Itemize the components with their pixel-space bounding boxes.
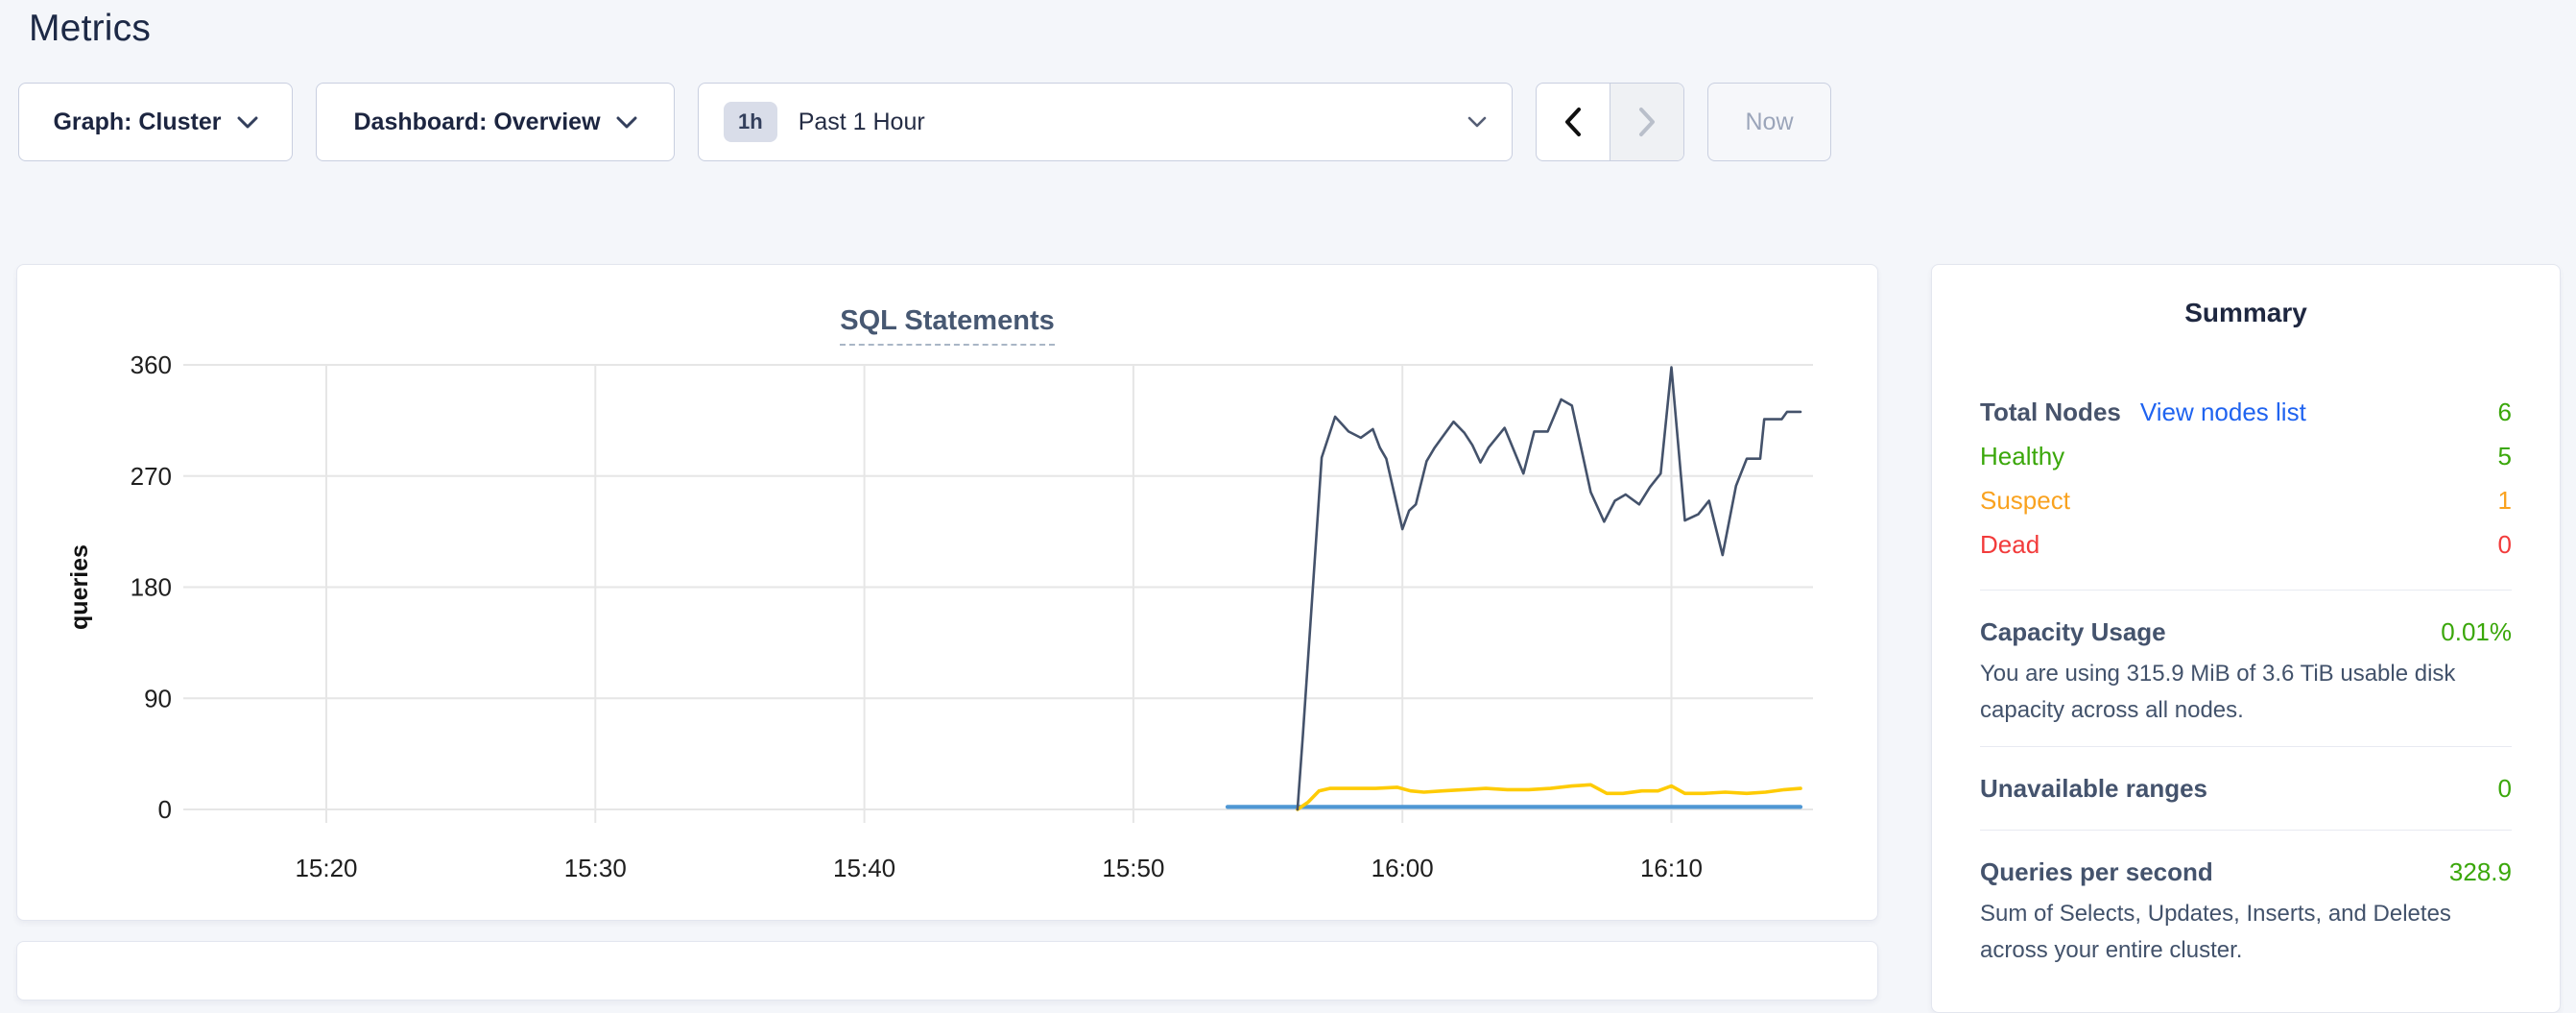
capacity-usage-value: 0.01% [2441, 617, 2512, 646]
sql-statements-card: SQL Statements 0 90 180 270 360 15:20 15:30 15:… [16, 264, 1878, 921]
chevron-left-icon [1565, 108, 1581, 136]
capacity-usage-row: Capacity Usage 0.01% [1980, 610, 2512, 654]
capacity-usage-label: Capacity Usage [1980, 617, 2166, 646]
healthy-nodes-row: Healthy 5 [1980, 434, 2512, 478]
svg-text:15:50: 15:50 [1102, 854, 1164, 882]
svg-text:180: 180 [131, 573, 172, 602]
summary-title: Summary [2184, 298, 2307, 327]
graph-selector-label: Graph: Cluster [53, 108, 222, 135]
capacity-usage-description: You are using 315.9 MiB of 3.6 TiB usabl… [1980, 661, 2456, 723]
svg-text:15:30: 15:30 [564, 854, 627, 882]
svg-text:0: 0 [158, 795, 172, 824]
svg-text:15:40: 15:40 [833, 854, 895, 882]
chevron-down-icon [1467, 116, 1487, 128]
chevron-down-icon [616, 116, 637, 128]
healthy-label: Healthy [1980, 442, 2065, 470]
suspect-value: 1 [2497, 486, 2512, 515]
svg-text:queries: queries [66, 544, 93, 630]
dashboard-selector-dropdown[interactable]: Dashboard: Overview [316, 83, 675, 161]
time-window-badge: 1h [724, 102, 777, 142]
chart-title[interactable]: SQL Statements [840, 305, 1055, 346]
time-step-forward-button[interactable] [1610, 84, 1683, 160]
time-range-selector[interactable]: 1h Past 1 Hour [698, 83, 1513, 161]
next-graph-card [16, 941, 1878, 1001]
sql-statements-chart[interactable]: 0 90 180 270 360 15:20 15:30 15:40 15:50 16:00 16:… [17, 265, 1877, 920]
healthy-value: 5 [2497, 442, 2512, 470]
suspect-label: Suspect [1980, 486, 2070, 515]
divider [1980, 590, 2512, 591]
total-nodes-value: 6 [2497, 398, 2512, 426]
chevron-down-icon [237, 116, 258, 128]
time-step-buttons [1536, 83, 1684, 161]
queries-per-second-label: Queries per second [1980, 857, 2213, 886]
suspect-nodes-row: Suspect 1 [1980, 478, 2512, 522]
queries-per-second-description: Sum of Selects, Updates, Inserts, and De… [1980, 901, 2451, 963]
queries-per-second-value: 328.9 [2448, 857, 2512, 886]
total-nodes-label: Total Nodes [1980, 398, 2121, 426]
dead-label: Dead [1980, 530, 2040, 559]
svg-text:15:20: 15:20 [295, 854, 357, 882]
dead-value: 0 [2497, 530, 2512, 559]
metrics-toolbar: Graph: Cluster Dashboard: Overview 1h Pa… [18, 83, 1831, 161]
unavailable-ranges-label: Unavailable ranges [1980, 774, 2207, 803]
dashboard-selector-label: Dashboard: Overview [353, 108, 601, 135]
page-title: Metrics [29, 8, 152, 49]
svg-text:270: 270 [131, 462, 172, 491]
divider [1980, 746, 2512, 747]
now-button[interactable]: Now [1707, 83, 1831, 161]
summary-panel: Summary Total Nodes View nodes list 6 He… [1931, 264, 2561, 1013]
dead-nodes-row: Dead 0 [1980, 522, 2512, 567]
svg-text:90: 90 [144, 684, 172, 712]
chevron-right-icon [1639, 108, 1655, 136]
time-window-label: Past 1 Hour [798, 108, 925, 135]
queries-per-second-row: Queries per second 328.9 [1980, 850, 2512, 894]
svg-text:360: 360 [131, 350, 172, 379]
unavailable-ranges-row: Unavailable ranges 0 [1980, 766, 2512, 810]
total-nodes-row: Total Nodes View nodes list 6 [1980, 390, 2512, 434]
divider [1980, 830, 2512, 831]
graph-selector-dropdown[interactable]: Graph: Cluster [18, 83, 293, 161]
svg-text:16:00: 16:00 [1371, 854, 1434, 882]
view-nodes-list-link[interactable]: View nodes list [2139, 398, 2306, 426]
time-step-back-button[interactable] [1537, 84, 1610, 160]
unavailable-ranges-value: 0 [2497, 774, 2512, 803]
svg-text:16:10: 16:10 [1640, 854, 1703, 882]
